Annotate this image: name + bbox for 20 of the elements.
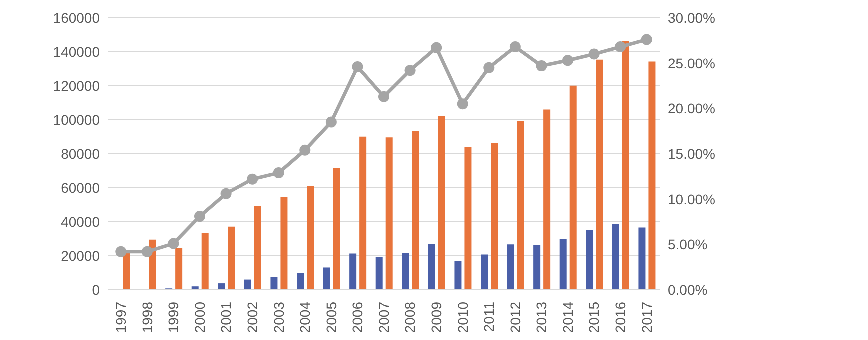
y2-tick-label: 10.00%: [668, 191, 716, 208]
y-tick-label: 160000: [53, 10, 100, 26]
x-tick-label: 1998: [139, 302, 156, 334]
y-tick-label: 140000: [53, 44, 100, 60]
y2-tick-label: 30.00%: [668, 10, 716, 26]
y2-tick-label: 20.00%: [668, 100, 716, 117]
y-tick-label: 40000: [61, 214, 100, 230]
y2-tick-label: 5.00%: [668, 236, 708, 253]
y-tick-label: 80000: [61, 146, 100, 162]
x-tick-label: 1999: [166, 302, 182, 334]
y-tick-label: 120000: [53, 78, 100, 94]
x-tick-label: 1997: [113, 302, 130, 334]
y2-tick-label: 0.00%: [668, 282, 708, 298]
y-tick-label: 100000: [53, 112, 100, 128]
x-tick-label: 2011: [481, 302, 498, 332]
y2-tick-label: 25.00%: [668, 55, 716, 72]
y-tick-label: 20000: [61, 248, 100, 264]
y-tick-label: 0: [92, 282, 100, 298]
y2-tick-label: 15.00%: [668, 146, 716, 162]
y-tick-label: 60000: [61, 180, 100, 196]
